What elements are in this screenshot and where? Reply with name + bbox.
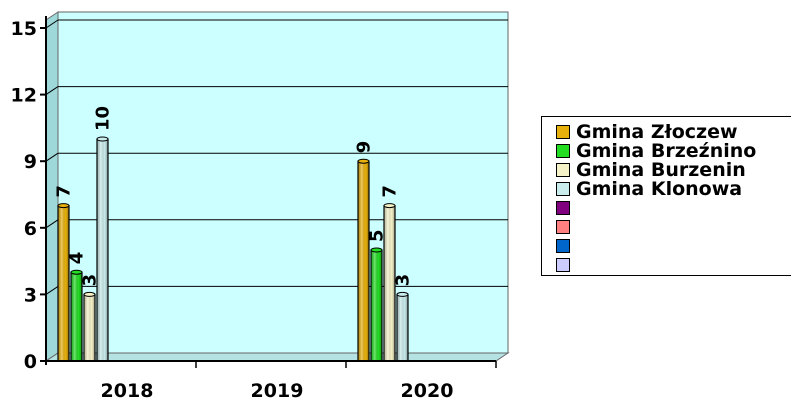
data-label: 3 bbox=[80, 274, 101, 287]
data-label: 9 bbox=[354, 141, 375, 154]
y-tick-label: 6 bbox=[24, 218, 37, 240]
gridline-3 bbox=[45, 285, 59, 295]
plot-area bbox=[57, 11, 509, 354]
legend-item bbox=[556, 199, 576, 217]
legend-item: Gmina Złoczew bbox=[556, 121, 738, 143]
y-tick-label: 0 bbox=[24, 351, 37, 373]
data-label: 4 bbox=[67, 252, 88, 265]
legend-item bbox=[556, 256, 576, 274]
legend-swatch bbox=[556, 201, 570, 215]
gridline-6 bbox=[45, 219, 59, 229]
bar-2018-series-0 bbox=[57, 203, 70, 362]
y-tick-label: 9 bbox=[24, 151, 37, 173]
legend-item bbox=[556, 237, 576, 255]
x-tick-label: 2020 bbox=[401, 380, 454, 402]
legend-label: Gmina Klonowa bbox=[576, 178, 743, 200]
legend-swatch bbox=[556, 220, 570, 234]
gridline-15 bbox=[45, 19, 59, 29]
data-label: 7 bbox=[380, 185, 401, 198]
y-tick-label: 3 bbox=[24, 284, 37, 306]
legend-label: Gmina Burzenin bbox=[576, 159, 746, 181]
data-label: 3 bbox=[393, 274, 414, 287]
legend-swatch bbox=[556, 239, 570, 253]
gridline-12 bbox=[45, 86, 59, 96]
legend-item: Gmina Klonowa bbox=[556, 178, 743, 200]
legend-item bbox=[556, 218, 576, 236]
data-label: 10 bbox=[93, 106, 114, 131]
y-tick-label: 15 bbox=[11, 18, 37, 40]
legend-swatch bbox=[556, 182, 570, 196]
legend-swatch bbox=[556, 144, 570, 158]
bar-2018-series-3 bbox=[96, 136, 109, 362]
legend-swatch bbox=[556, 258, 570, 272]
x-tick-label: 2019 bbox=[251, 380, 304, 402]
data-label: 5 bbox=[367, 229, 388, 242]
bar-2020-series-1 bbox=[370, 247, 383, 362]
data-label: 7 bbox=[54, 185, 75, 198]
legend-item: Gmina Burzenin bbox=[556, 159, 746, 181]
bar-2018-series-2 bbox=[83, 291, 96, 362]
plot-floor bbox=[44, 352, 510, 362]
gridline-9 bbox=[45, 152, 59, 162]
x-tick-label: 2018 bbox=[101, 380, 154, 402]
legend-label: Gmina Brzeźnino bbox=[576, 140, 757, 162]
legend-item: Gmina Brzeźnino bbox=[556, 140, 757, 162]
bar-2020-series-3 bbox=[396, 291, 409, 362]
legend-swatch bbox=[556, 125, 570, 139]
bar-2020-series-0 bbox=[357, 158, 370, 362]
legend-label: Gmina Złoczew bbox=[576, 121, 738, 143]
y-tick-label: 12 bbox=[11, 85, 37, 107]
legend: Gmina Złoczew Gmina Brzeźnino Gmina Burzen… bbox=[541, 116, 791, 276]
legend-swatch bbox=[556, 163, 570, 177]
